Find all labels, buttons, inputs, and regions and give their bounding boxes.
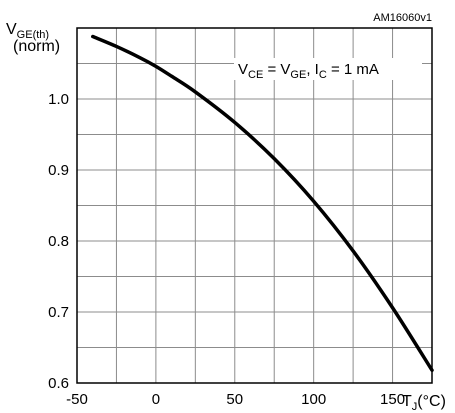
y-axis-label-main: V (6, 21, 17, 38)
plot-frame (76, 27, 433, 384)
y-tick-label: 0.8 (48, 233, 69, 250)
annotation-subscript: C (319, 69, 327, 81)
code-label: AM16060v1 (373, 12, 432, 24)
x-tick-label: 50 (226, 391, 243, 408)
x-axis-label-unit: (°C) (417, 393, 446, 410)
condition-annotation: VCE = VGE, IC = 1 mA (238, 61, 379, 81)
annotation-subscript: GE (290, 69, 306, 81)
y-tick-label: 0.9 (48, 162, 69, 179)
y-axis-label: VGE(th) (6, 21, 49, 41)
x-axis-label: TJ(°C) (402, 393, 446, 413)
y-tick-label: 1.0 (48, 91, 69, 108)
annotation-background (234, 58, 422, 80)
x-tick-label: 0 (152, 391, 160, 408)
y-axis-label-sub: GE(th) (17, 29, 49, 41)
series-line (91, 34, 434, 372)
annotation-text: = 1 mA (327, 61, 379, 78)
y-tick-labels: 0.6 0.7 0.8 0.9 1.0 (48, 91, 69, 392)
x-tick-label: -50 (66, 391, 88, 408)
x-tick-label: 100 (301, 391, 326, 408)
x-axis-label-main: T (402, 393, 412, 410)
y-tick-label: 0.7 (48, 304, 69, 321)
annotation-text: V (238, 61, 248, 78)
y-axis-label-line2: (norm) (13, 38, 60, 55)
x-tick-labels: -50 0 50 100 150 (66, 391, 405, 408)
y-tick-label: 0.6 (48, 375, 69, 392)
annotation-text: , I (306, 61, 319, 78)
gridlines (77, 28, 432, 383)
x-axis-label-sub: J (412, 401, 418, 413)
annotation-subscript: CE (248, 69, 263, 81)
x-tick-label: 150 (380, 391, 405, 408)
annotation-text: = V (263, 61, 290, 78)
